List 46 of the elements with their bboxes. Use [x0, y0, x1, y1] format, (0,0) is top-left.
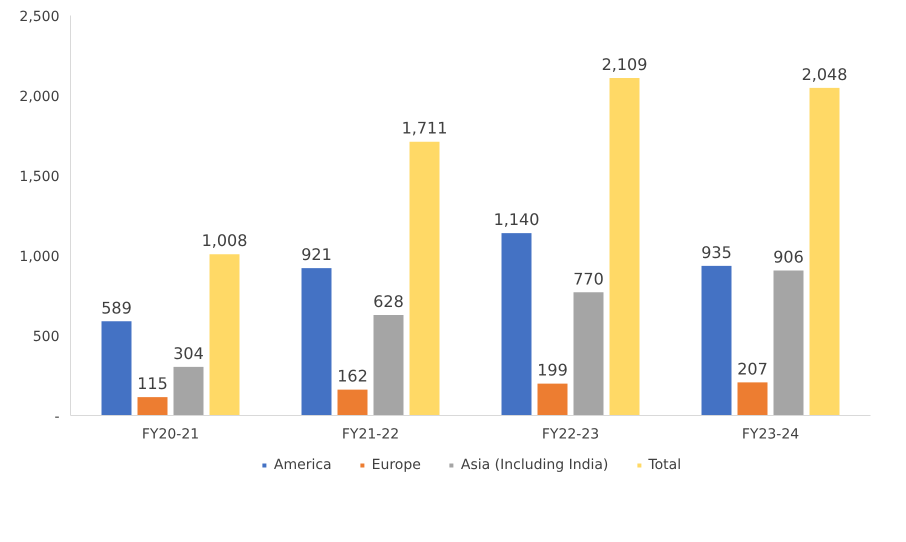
data-label: 770: [573, 269, 604, 288]
legend-label: America: [274, 457, 332, 473]
y-tick-label: 2,500: [19, 9, 60, 25]
bar: [574, 292, 604, 416]
data-label: 921: [301, 245, 332, 264]
bar: [610, 78, 640, 416]
data-label: 207: [737, 359, 768, 378]
y-tick-label: -: [54, 409, 60, 425]
bar: [102, 321, 132, 416]
legend-label: Total: [648, 457, 682, 473]
bar: [138, 397, 168, 416]
bar: [502, 233, 532, 416]
data-label: 162: [337, 366, 368, 386]
data-label: 1,140: [494, 210, 540, 230]
data-label: 304: [173, 344, 204, 363]
data-label: 906: [773, 248, 804, 267]
data-label: 1,711: [402, 118, 448, 138]
bar: [538, 384, 568, 416]
bar: [774, 270, 804, 416]
y-tick-label: 1,000: [19, 249, 60, 265]
x-tick-label: FY22-23: [542, 426, 600, 442]
legend-label: Asia (Including India): [460, 457, 608, 473]
y-tick-label: 2,000: [19, 89, 60, 105]
legend-label: Europe: [372, 457, 421, 473]
bar: [810, 88, 840, 416]
bar: [410, 142, 440, 416]
data-label: 628: [373, 292, 404, 312]
data-label: 2,048: [802, 64, 848, 84]
bar: [738, 382, 768, 416]
y-tick-label: 500: [32, 329, 60, 345]
bar: [210, 254, 240, 416]
data-label: 589: [101, 298, 132, 318]
bar: [302, 268, 332, 416]
bar: [338, 390, 368, 416]
data-label: 1,008: [202, 231, 248, 250]
data-label: 935: [701, 242, 732, 262]
x-tick-label: FY23-24: [742, 426, 800, 442]
x-tick-label: FY20-21: [142, 426, 200, 442]
y-tick-label: 1,500: [19, 169, 60, 185]
data-label: 2,109: [602, 55, 648, 74]
data-label: 199: [537, 360, 568, 380]
bar: [702, 266, 732, 416]
bar: [174, 366, 204, 416]
bar: [374, 315, 404, 416]
data-label: 115: [137, 374, 168, 394]
x-tick-label: FY21-22: [342, 426, 400, 442]
